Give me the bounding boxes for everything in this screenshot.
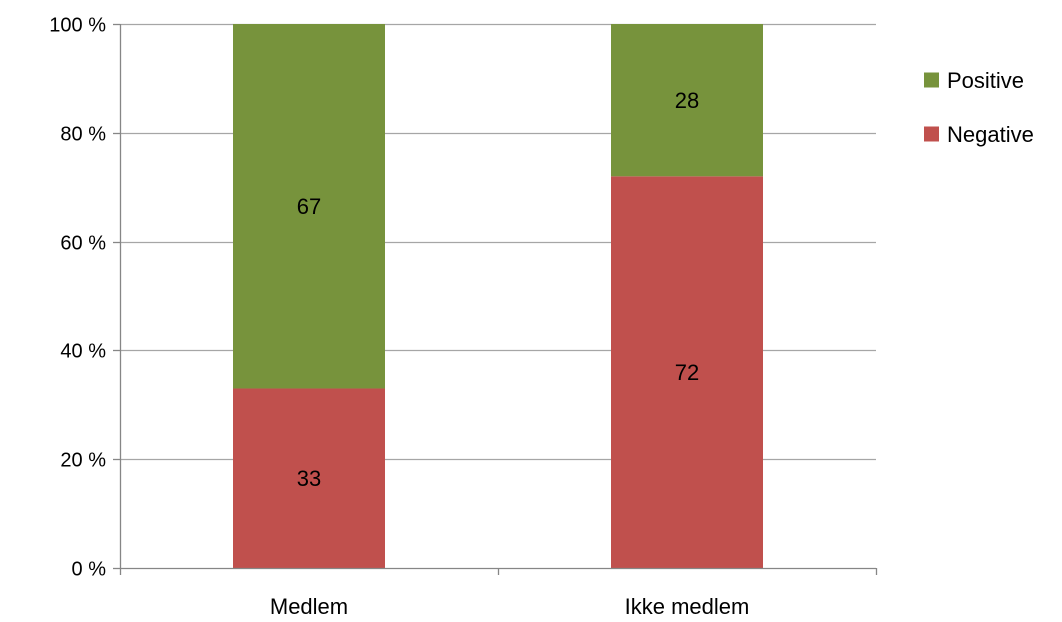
x-category-label: Ikke medlem <box>625 594 750 619</box>
legend-label-positive: Positive <box>947 68 1024 93</box>
y-tick-labels: 0 % 20 % 40 % 60 % 80 % 100 % <box>49 15 106 581</box>
data-label: 33 <box>297 466 321 491</box>
x-category-label: Medlem <box>270 594 348 619</box>
bar-negative-ikke-medlem <box>611 176 763 568</box>
data-label: 28 <box>675 88 699 113</box>
data-label: 67 <box>297 194 321 219</box>
x-category-labels: Medlem Ikke medlem <box>270 594 749 619</box>
data-label: 72 <box>675 360 699 385</box>
bars <box>233 24 763 568</box>
data-labels: 33 67 72 28 <box>297 88 699 491</box>
axes <box>113 23 878 575</box>
bar-negative-medlem <box>233 388 385 568</box>
y-tick-label: 80 % <box>60 124 106 146</box>
y-tick-label: 0 % <box>72 559 107 581</box>
y-tick-label: 100 % <box>49 15 106 37</box>
legend-swatch-negative <box>924 126 939 142</box>
y-tick-label: 40 % <box>60 341 106 363</box>
legend: Positive Negative <box>924 68 1034 147</box>
legend-swatch-positive <box>924 72 939 88</box>
bar-positive-medlem <box>233 24 385 389</box>
bar-positive-ikke-medlem <box>611 24 763 177</box>
legend-label-negative: Negative <box>947 122 1034 147</box>
y-tick-label: 20 % <box>60 450 106 472</box>
y-tick-label: 60 % <box>60 233 106 255</box>
